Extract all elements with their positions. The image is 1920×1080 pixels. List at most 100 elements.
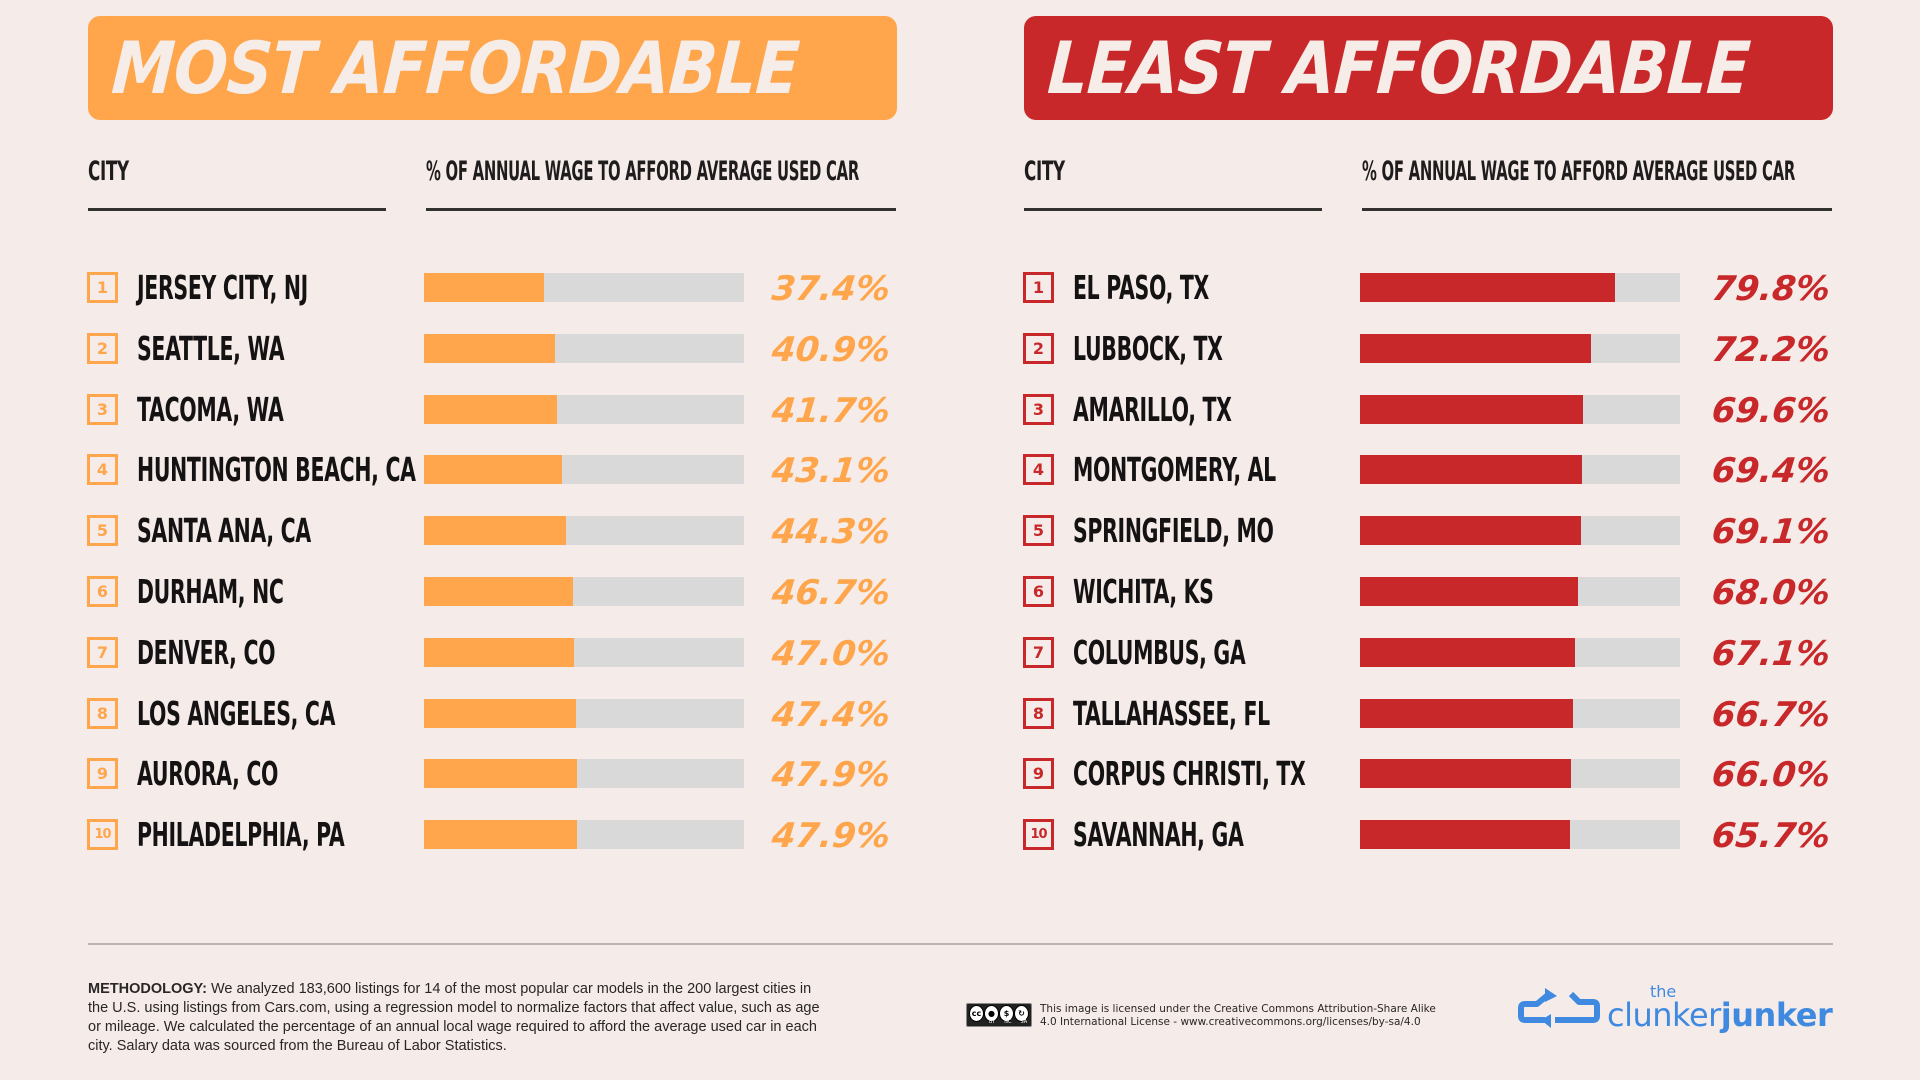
rank-badge: 1 — [1023, 272, 1054, 303]
ranking-row: 1 EL PASO, TX 79.8% — [1023, 268, 1834, 309]
bar-fill — [1360, 820, 1571, 850]
ranking-row: 4 MONTGOMERY, AL 69.4% — [1023, 450, 1834, 491]
percent-value: 68.0% — [1709, 573, 1833, 613]
percent-value: 43.1% — [769, 451, 893, 492]
percent-value: 47.0% — [769, 633, 893, 674]
city-name: TACOMA, WA — [137, 389, 284, 429]
percent-value: 44.3% — [769, 512, 893, 553]
city-name: SAVANNAH, GA — [1073, 815, 1244, 855]
city-name: WICHITA, KS — [1073, 572, 1214, 611]
percent-value: 47.4% — [769, 694, 893, 735]
ranking-row: 7 DENVER, CO 47.0% — [87, 633, 898, 674]
bar-fill — [1360, 637, 1575, 667]
bar-track — [1360, 698, 1680, 728]
bar-track — [424, 516, 744, 546]
rank-badge: 9 — [87, 758, 118, 790]
car-arrows-logo-icon — [1518, 988, 1600, 1028]
percent-value: 47.9% — [769, 755, 893, 796]
logo-the: the — [1650, 982, 1677, 1001]
city-header-underline — [88, 208, 386, 211]
ranking-row: 10 SAVANNAH, GA 65.7% — [1023, 815, 1834, 856]
percent-value: 66.7% — [1709, 694, 1833, 735]
percent-value: 79.8% — [1709, 269, 1833, 309]
ranking-row: 9 AURORA, CO 47.9% — [87, 754, 898, 795]
footer-divider — [88, 943, 1833, 945]
city-header-underline — [1024, 208, 1322, 211]
percent-value: 69.1% — [1709, 512, 1833, 553]
logo-clunker: clunker — [1607, 996, 1721, 1034]
percent-value: 37.4% — [769, 269, 893, 309]
rank-badge: 8 — [1023, 697, 1054, 729]
most-affordable-panel: MOST AFFORDABLE CITY % OF ANNUAL WAGE TO… — [87, 0, 898, 900]
city-name: TALLAHASSEE, FL — [1073, 693, 1270, 733]
license-text: This image is licensed under the Creativ… — [1040, 1003, 1460, 1029]
rank-badge: 5 — [87, 515, 118, 547]
percent-value: 67.1% — [1709, 633, 1833, 674]
city-name: LUBBOCK, TX — [1073, 328, 1223, 368]
percent-column-header: % OF ANNUAL WAGE TO AFFORD AVERAGE USED … — [426, 156, 859, 187]
bar-fill — [1360, 698, 1574, 728]
rank-badge: 10 — [87, 819, 118, 851]
ranking-row: 3 AMARILLO, TX 69.6% — [1023, 390, 1834, 431]
cc-nc-label: NC — [1004, 1019, 1012, 1025]
bar-track — [1360, 577, 1680, 606]
city-name: DURHAM, NC — [137, 572, 284, 611]
bar-fill — [1360, 394, 1583, 424]
least-affordable-panel: LEAST AFFORDABLE CITY % OF ANNUAL WAGE T… — [1023, 0, 1834, 900]
percent-value: 65.7% — [1709, 816, 1833, 857]
rank-badge: 4 — [87, 454, 118, 486]
city-name: JERSEY CITY, NJ — [137, 268, 308, 307]
cc-sa-label: SA — [1020, 1019, 1028, 1025]
ranking-row: 5 SANTA ANA, CA 44.3% — [87, 511, 898, 552]
cc-sa-icon: ↻ — [1014, 1005, 1029, 1022]
ranking-row: 4 HUNTINGTON BEACH, CA 43.1% — [87, 450, 898, 491]
percent-header-underline — [1362, 208, 1832, 211]
rank-badge: 6 — [87, 576, 118, 607]
rank-badge: 5 — [1023, 515, 1054, 547]
percent-value: 40.9% — [769, 329, 893, 370]
cc-symbol-icon: cc — [969, 1005, 984, 1022]
license-line-2: 4.0 International License - www.creative… — [1040, 1016, 1421, 1028]
percent-value: 41.7% — [769, 390, 893, 431]
city-name: DENVER, CO — [137, 632, 276, 672]
rank-badge: 9 — [1023, 758, 1054, 790]
percent-value: 66.0% — [1709, 755, 1833, 796]
percent-value: 46.7% — [769, 573, 893, 613]
rank-badge: 3 — [87, 393, 118, 425]
ranking-row: 2 LUBBOCK, TX 72.2% — [1023, 329, 1834, 370]
creative-commons-icon: cc ● $ ↻ BY NC SA — [966, 1003, 1032, 1027]
city-name: COLUMBUS, GA — [1073, 632, 1246, 672]
ranking-row: 10 PHILADELPHIA, PA 47.9% — [87, 815, 898, 856]
bar-track — [424, 759, 744, 789]
least-affordable-title: LEAST AFFORDABLE — [1045, 26, 1752, 110]
percent-header-underline — [426, 208, 896, 211]
city-name: AURORA, CO — [137, 754, 279, 794]
cc-nc-icon: $ — [999, 1005, 1014, 1022]
bar-track — [424, 394, 744, 424]
bar-fill — [424, 394, 558, 424]
bar-track — [1360, 820, 1680, 850]
rank-badge: 7 — [87, 636, 118, 668]
bar-fill — [424, 698, 576, 728]
bar-fill — [1360, 516, 1582, 546]
rank-badge: 8 — [87, 697, 118, 729]
city-name: LOS ANGELES, CA — [137, 693, 336, 733]
city-name: SPRINGFIELD, MO — [1073, 511, 1274, 551]
least-affordable-title-banner: LEAST AFFORDABLE — [1024, 16, 1833, 120]
percent-value: 47.9% — [769, 816, 893, 857]
rank-badge: 7 — [1023, 636, 1054, 668]
ranking-row: 8 LOS ANGELES, CA 47.4% — [87, 694, 898, 735]
rank-badge: 1 — [87, 272, 118, 303]
bar-track — [424, 273, 744, 302]
bar-fill — [1360, 333, 1592, 363]
cc-labels: BY NC SA — [989, 1019, 1027, 1025]
city-column-header: CITY — [88, 156, 129, 187]
city-name: CORPUS CHRISTI, TX — [1073, 754, 1306, 794]
bar-track — [424, 333, 744, 363]
ranking-row: 7 COLUMBUS, GA 67.1% — [1023, 633, 1834, 674]
bar-fill — [1360, 273, 1616, 302]
bar-track — [1360, 637, 1680, 667]
city-column-header: CITY — [1024, 156, 1065, 187]
logo-junker: junker — [1720, 996, 1833, 1034]
methodology-text: We analyzed 183,600 listings for 14 of t… — [88, 981, 820, 1054]
